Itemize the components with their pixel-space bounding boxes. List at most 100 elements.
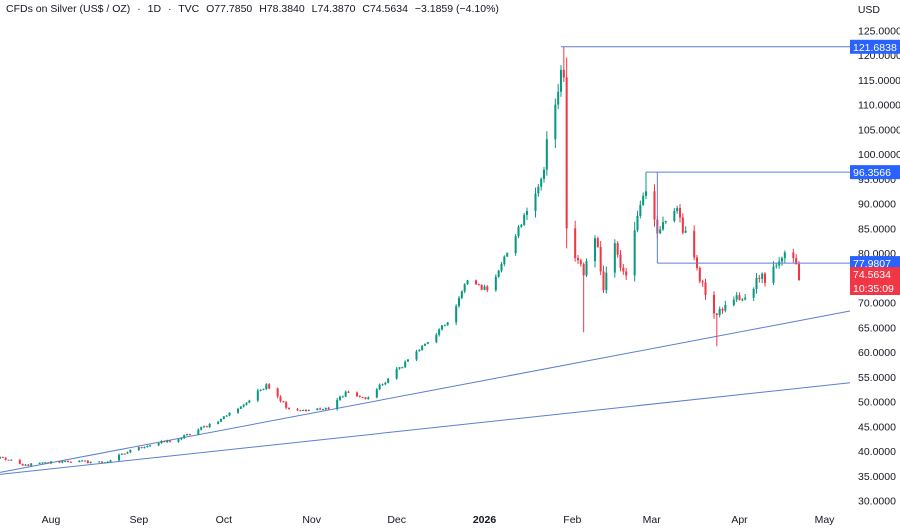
candle[interactable] — [440, 325, 444, 331]
candle[interactable] — [126, 451, 129, 454]
candle[interactable] — [239, 406, 242, 410]
candle[interactable] — [721, 307, 724, 314]
candle[interactable] — [47, 462, 50, 464]
candle[interactable] — [542, 166, 546, 183]
candle[interactable] — [438, 328, 441, 337]
candle[interactable] — [582, 262, 585, 333]
candle[interactable] — [506, 252, 509, 257]
candle[interactable] — [200, 426, 203, 431]
candle[interactable] — [579, 258, 582, 267]
candle[interactable] — [514, 234, 517, 256]
candle[interactable] — [418, 349, 421, 352]
candle[interactable] — [242, 404, 245, 408]
candle[interactable] — [259, 389, 262, 392]
candle[interactable] — [585, 258, 588, 278]
candle[interactable] — [86, 460, 89, 464]
candle[interactable] — [120, 453, 123, 456]
candle[interactable] — [639, 200, 642, 219]
candle[interactable] — [180, 437, 183, 441]
candle[interactable] — [163, 440, 166, 443]
candle[interactable] — [599, 241, 602, 276]
candle[interactable] — [157, 442, 160, 447]
candle[interactable] — [188, 433, 191, 436]
candle[interactable] — [304, 409, 308, 412]
candle[interactable] — [302, 409, 305, 412]
candle[interactable] — [222, 415, 225, 420]
candle[interactable] — [256, 388, 259, 403]
candle[interactable] — [633, 221, 636, 282]
candle[interactable] — [446, 322, 449, 326]
candle[interactable] — [384, 381, 387, 386]
candle[interactable] — [358, 395, 361, 398]
candle[interactable] — [4, 457, 7, 461]
candle[interactable] — [738, 292, 741, 301]
candle[interactable] — [378, 383, 381, 391]
candle[interactable] — [678, 204, 682, 223]
candle[interactable] — [236, 407, 240, 414]
candle[interactable] — [282, 400, 285, 403]
candle[interactable] — [117, 453, 121, 462]
candle[interactable] — [596, 236, 599, 248]
candle[interactable] — [21, 463, 24, 466]
candle[interactable] — [58, 461, 61, 464]
candle[interactable] — [279, 395, 282, 403]
candle[interactable] — [160, 440, 163, 444]
candle[interactable] — [415, 349, 418, 362]
candle[interactable] — [763, 272, 767, 287]
candle[interactable] — [149, 444, 152, 447]
candle[interactable] — [98, 461, 101, 463]
candle[interactable] — [64, 460, 67, 462]
candle[interactable] — [718, 306, 721, 318]
candle[interactable] — [0, 456, 2, 459]
candle[interactable] — [545, 131, 548, 176]
candle[interactable] — [321, 408, 325, 411]
candle[interactable] — [741, 298, 744, 302]
candle[interactable] — [559, 65, 563, 97]
candle[interactable] — [38, 462, 41, 465]
candle[interactable] — [701, 279, 704, 287]
candle[interactable] — [525, 207, 529, 220]
candle[interactable] — [423, 343, 427, 347]
candle[interactable] — [602, 265, 605, 294]
candle[interactable] — [780, 256, 784, 266]
candle[interactable] — [44, 462, 47, 464]
candle[interactable] — [228, 412, 231, 417]
candle[interactable] — [217, 420, 220, 425]
candle[interactable] — [565, 57, 568, 249]
candle[interactable] — [540, 177, 543, 191]
candle[interactable] — [500, 261, 503, 273]
candle[interactable] — [457, 296, 461, 308]
candle[interactable] — [483, 284, 486, 291]
candle[interactable] — [109, 459, 112, 463]
candle[interactable] — [140, 446, 143, 449]
candle[interactable] — [653, 184, 656, 227]
candle[interactable] — [245, 402, 248, 406]
candle[interactable] — [225, 415, 228, 417]
candle[interactable] — [341, 395, 344, 398]
candle[interactable] — [81, 459, 84, 462]
candle[interactable] — [10, 459, 13, 461]
candle[interactable] — [574, 220, 577, 262]
candle[interactable] — [276, 387, 279, 399]
candle[interactable] — [395, 366, 398, 380]
trendline-1[interactable] — [0, 310, 851, 473]
candle[interactable] — [265, 383, 268, 391]
candle[interactable] — [338, 395, 342, 402]
candle[interactable] — [537, 184, 540, 197]
candle[interactable] — [698, 266, 701, 284]
trendline-2[interactable] — [0, 382, 851, 475]
candle[interactable] — [673, 208, 676, 223]
candle[interactable] — [307, 409, 310, 412]
candle[interactable] — [735, 292, 738, 303]
candle[interactable] — [460, 290, 463, 300]
candle[interactable] — [644, 172, 648, 200]
candle[interactable] — [693, 225, 696, 261]
candle[interactable] — [100, 461, 104, 464]
candle[interactable] — [27, 463, 30, 467]
candle[interactable] — [205, 425, 208, 428]
candle[interactable] — [523, 213, 526, 226]
candle[interactable] — [455, 304, 458, 325]
candle[interactable] — [605, 266, 608, 294]
candle[interactable] — [248, 399, 251, 404]
candle[interactable] — [219, 418, 223, 423]
